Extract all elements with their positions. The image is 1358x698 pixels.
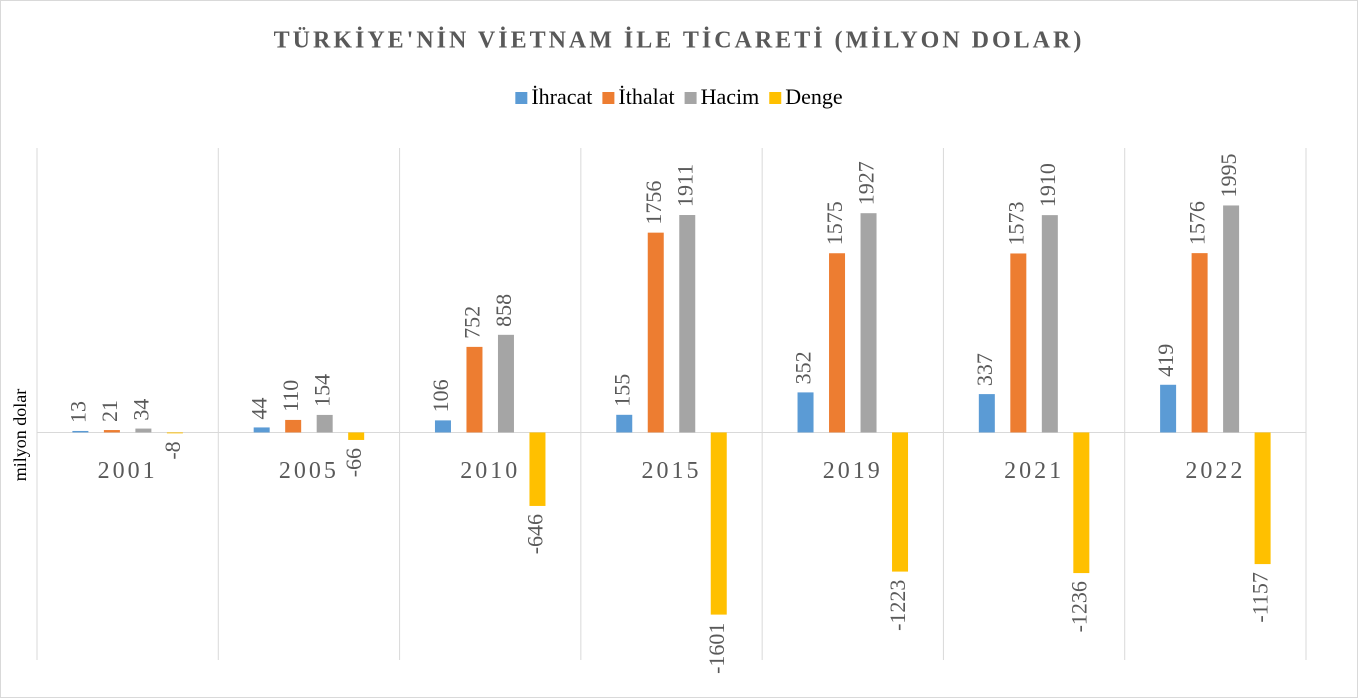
bar bbox=[434, 420, 451, 433]
legend-swatch bbox=[684, 92, 697, 104]
bar bbox=[616, 414, 633, 433]
data-label: -1157 bbox=[1248, 572, 1273, 623]
data-label: 1995 bbox=[1216, 153, 1241, 197]
bar bbox=[497, 334, 514, 433]
legend-swatch bbox=[515, 92, 528, 104]
bar bbox=[829, 253, 846, 433]
data-label: 858 bbox=[491, 294, 516, 327]
bar bbox=[1223, 205, 1240, 433]
data-label: 110 bbox=[278, 380, 303, 412]
legend-swatch bbox=[602, 92, 615, 104]
data-label: 106 bbox=[428, 379, 453, 412]
data-label: -66 bbox=[341, 448, 366, 477]
data-label: -1236 bbox=[1066, 581, 1091, 632]
bar bbox=[166, 432, 183, 434]
data-label: 13 bbox=[65, 401, 90, 423]
bar bbox=[1160, 384, 1177, 433]
bar bbox=[1191, 253, 1208, 433]
bar bbox=[466, 346, 483, 433]
legend-label: Denge bbox=[785, 84, 842, 109]
bar bbox=[103, 430, 120, 433]
bar bbox=[348, 432, 365, 440]
bar bbox=[978, 394, 995, 433]
data-label: -8 bbox=[160, 441, 185, 459]
x-tick-label: 2010 bbox=[460, 458, 520, 484]
data-label: -646 bbox=[523, 514, 548, 554]
data-label: 752 bbox=[460, 306, 485, 339]
data-label: 337 bbox=[972, 353, 997, 386]
data-label: 1573 bbox=[1003, 201, 1028, 245]
x-tick-label: 2021 bbox=[1004, 458, 1064, 484]
x-tick-label: 2022 bbox=[1185, 458, 1245, 484]
y-axis-label: milyon dolar bbox=[10, 389, 30, 482]
data-label: 1756 bbox=[641, 181, 666, 225]
data-label: 1910 bbox=[1035, 163, 1060, 207]
legend-label: Hacim bbox=[701, 84, 760, 109]
data-label: -1601 bbox=[704, 623, 729, 674]
legend-swatch bbox=[769, 92, 782, 104]
data-label: 154 bbox=[310, 374, 335, 407]
bar bbox=[860, 213, 877, 433]
bar bbox=[1073, 432, 1090, 574]
bar bbox=[710, 432, 727, 615]
bar bbox=[253, 427, 270, 433]
data-label: 1927 bbox=[854, 161, 879, 205]
bar bbox=[1010, 253, 1027, 433]
data-label: 1576 bbox=[1185, 201, 1210, 245]
bar bbox=[1041, 215, 1058, 433]
data-label: 155 bbox=[609, 374, 634, 407]
bar bbox=[797, 392, 814, 433]
data-label: -1223 bbox=[885, 580, 910, 631]
bar bbox=[135, 428, 152, 433]
bar bbox=[1254, 432, 1271, 565]
bar bbox=[892, 432, 909, 572]
bar bbox=[647, 232, 664, 433]
bar bbox=[285, 419, 302, 433]
x-tick-label: 2001 bbox=[98, 458, 158, 484]
bar bbox=[72, 430, 89, 433]
legend-label: İhracat bbox=[531, 84, 592, 109]
data-label: 352 bbox=[791, 351, 816, 384]
data-label: 1911 bbox=[672, 164, 697, 207]
x-tick-label: 2015 bbox=[642, 458, 702, 484]
data-label: 44 bbox=[247, 397, 272, 419]
bar bbox=[679, 215, 696, 433]
data-label: 419 bbox=[1153, 344, 1178, 377]
chart-title: TÜRKİYE'NİN VİETNAM İLE TİCARETİ (MİLYON… bbox=[274, 28, 1085, 54]
legend-label: İthalat bbox=[618, 84, 674, 109]
bar bbox=[529, 432, 546, 506]
x-tick-label: 2019 bbox=[823, 458, 883, 484]
data-label: 1575 bbox=[822, 201, 847, 245]
x-tick-label: 2005 bbox=[279, 458, 339, 484]
data-label: 21 bbox=[97, 400, 122, 422]
data-label: 34 bbox=[128, 399, 153, 421]
bar bbox=[316, 414, 333, 433]
